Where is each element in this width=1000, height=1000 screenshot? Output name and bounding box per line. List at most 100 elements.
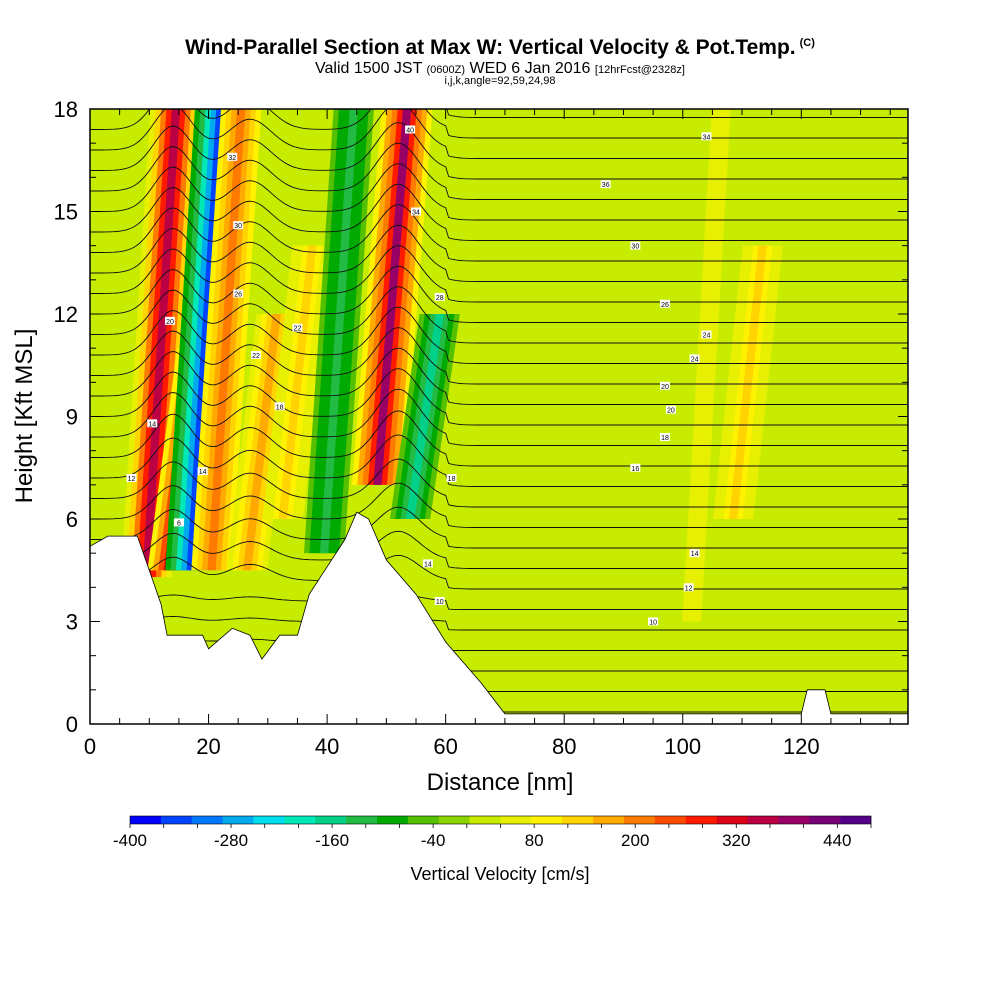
x-tick-label: 80 <box>552 734 576 759</box>
theta-contour <box>90 122 908 180</box>
contour-label-bg <box>126 474 137 482</box>
y-tick-label: 3 <box>66 610 78 635</box>
contour-label: 32 <box>227 152 238 162</box>
contour-label-text: 24 <box>703 333 711 340</box>
contour-label-bg <box>689 549 700 558</box>
contour-label: 34 <box>411 207 422 217</box>
x-tick-label: 0 <box>84 734 96 759</box>
theta-contour <box>90 245 908 303</box>
theta-contour <box>90 458 908 508</box>
contour-label-bg <box>422 559 433 568</box>
contour-label-text: 14 <box>199 469 207 476</box>
contour-label: 26 <box>233 289 244 299</box>
y-tick-label: 9 <box>66 405 78 430</box>
contour-label-text: 36 <box>602 182 610 189</box>
contour-label-text: 30 <box>234 223 242 230</box>
forecast-text: [12hrFcst@2328z] <box>594 64 685 76</box>
terrain-mask <box>90 511 908 724</box>
terrain <box>90 511 908 724</box>
w-band <box>278 245 317 519</box>
contour-label: 20 <box>665 405 676 415</box>
contour-label: 20 <box>659 381 670 391</box>
contour-label-text: 14 <box>424 561 432 568</box>
contour-label: 28 <box>434 292 445 302</box>
contour-label: 20 <box>165 316 176 326</box>
contour-label-text: 20 <box>166 319 174 326</box>
contour-label-text: 14 <box>148 421 156 428</box>
contour-label: 16 <box>630 463 641 473</box>
contour-label-text: 12 <box>128 476 136 483</box>
colorbar-swatch <box>685 816 717 824</box>
theta-contour <box>90 265 908 323</box>
contour-label: 14 <box>147 419 158 428</box>
w-band <box>319 109 358 554</box>
theta-contour <box>90 163 908 221</box>
contour-label-bg <box>233 289 244 298</box>
theta-contour <box>90 554 908 590</box>
contour-label: 12 <box>683 583 694 592</box>
contour-label-text: 32 <box>228 155 236 162</box>
contour-label-text: 30 <box>631 244 639 251</box>
contour-label-bg <box>147 419 158 428</box>
zulu-time: (0600Z) <box>426 64 466 76</box>
colorbar-label: Vertical Velocity [cm/s] <box>410 864 589 884</box>
colorbar-swatch <box>593 816 625 824</box>
x-axis-label: Distance [nm] <box>427 769 574 796</box>
valid-label: Valid 1500 JST <box>315 60 423 77</box>
contour-label-bg <box>227 152 238 161</box>
contour-label-text: 26 <box>661 302 669 309</box>
contour-label-text: 18 <box>276 404 284 411</box>
contour-label-bg <box>659 433 670 441</box>
x-tick-label: 120 <box>783 734 820 759</box>
contour-label-bg <box>630 241 641 250</box>
contour-label: 24 <box>701 330 712 340</box>
theta-contour <box>90 109 908 139</box>
contour-label-text: 34 <box>412 210 420 217</box>
colorbar-swatch <box>747 816 779 824</box>
theta-contour <box>90 286 908 344</box>
colorbar-swatch <box>840 816 872 824</box>
contour-label-bg <box>630 463 641 472</box>
contour-label-bg <box>233 221 244 230</box>
contour-label-bg <box>173 518 184 527</box>
colorbar-swatch <box>222 816 254 824</box>
contour-label-text: 10 <box>649 620 657 627</box>
colorbar-swatch <box>130 816 162 824</box>
colorbar-swatch <box>253 816 285 824</box>
contour-label: 30 <box>630 241 641 251</box>
colorbar-tick-label: 440 <box>823 831 851 850</box>
colorbar-tick-label: -160 <box>315 831 349 850</box>
valid-time-line: Valid 1500 JST (0600Z) WED 6 Jan 2016 [1… <box>0 60 1000 78</box>
y-tick-label: 18 <box>54 97 78 122</box>
theta-contour <box>90 327 908 385</box>
theta-contour <box>90 482 908 528</box>
contour-label-bg <box>683 583 694 592</box>
theta-contour <box>90 306 908 364</box>
theta-contour <box>90 368 908 426</box>
contour-label-bg <box>165 316 176 325</box>
chart-title: Wind-Parallel Section at Max W: Vertical… <box>185 36 815 59</box>
copyright-mark: (C) <box>799 37 815 49</box>
contour-labels: 12 14 20 6 14 32 30 26 22 18 22 40 34 28 18 14 10 36 30 26 2… <box>126 125 712 627</box>
contour-label-bg <box>689 354 700 363</box>
contour-label: 36 <box>600 180 611 189</box>
contour-label-bg <box>434 597 445 605</box>
colorbar-tick-label: -280 <box>214 831 248 850</box>
colorbar-swatch <box>469 816 501 824</box>
contour-label-text: 10 <box>436 599 444 606</box>
x-tick-label: 100 <box>664 734 701 759</box>
contour-label-bg <box>600 180 611 189</box>
contour-label-text: 34 <box>703 134 711 141</box>
contour-label: 30 <box>233 221 244 230</box>
colorbar-tick-label: 80 <box>525 831 544 850</box>
colorbar-swatch <box>500 816 532 824</box>
contour-label-bg <box>292 323 303 332</box>
contour-label-bg <box>434 292 445 301</box>
theta-contour <box>90 183 908 241</box>
theta-contour <box>90 347 908 405</box>
colorbar-swatch <box>778 816 810 824</box>
w-band <box>728 245 767 519</box>
velocity-field <box>90 109 908 724</box>
